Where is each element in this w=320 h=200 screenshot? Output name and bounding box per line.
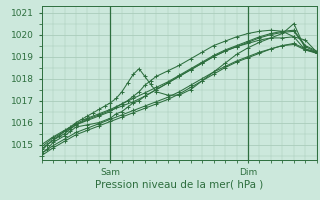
X-axis label: Pression niveau de la mer( hPa ): Pression niveau de la mer( hPa )	[95, 179, 263, 189]
